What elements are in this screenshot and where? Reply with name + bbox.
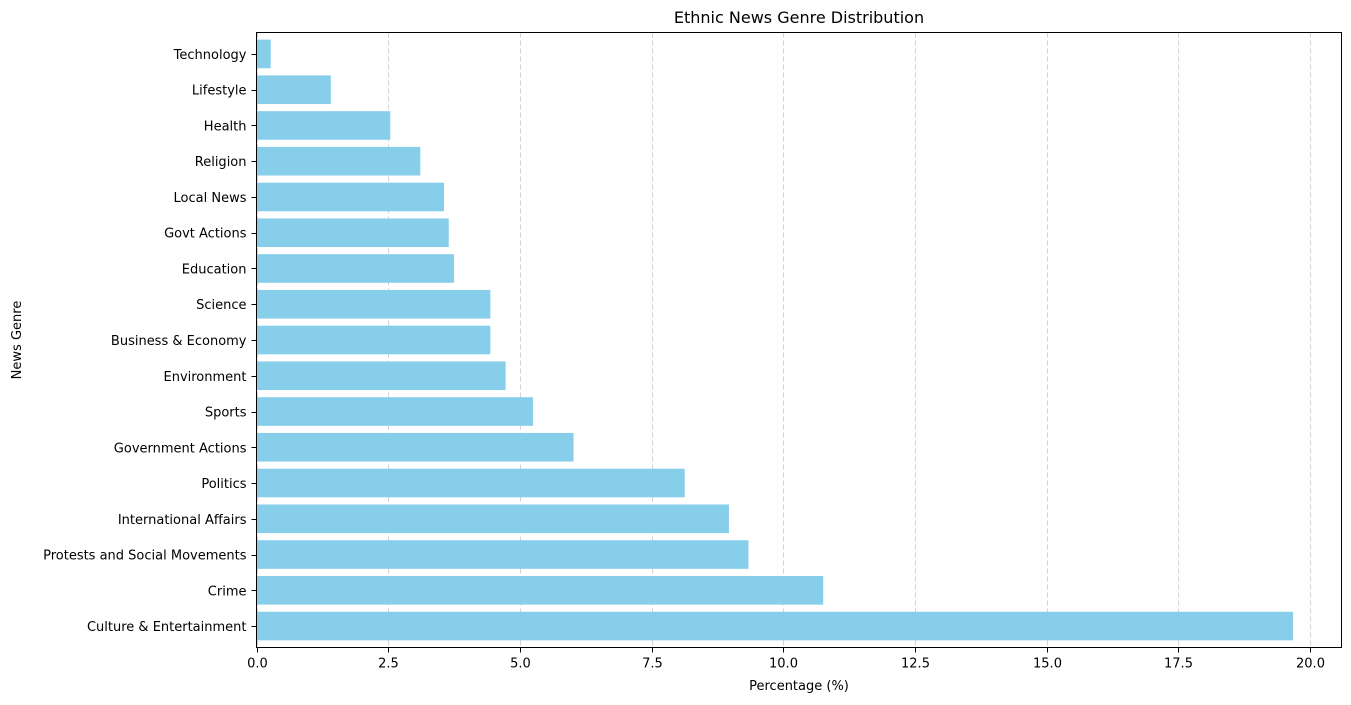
bar (256, 254, 455, 283)
y-tick-label: Protests and Social Movements (43, 549, 247, 564)
bar (256, 432, 574, 462)
bar (256, 611, 1294, 641)
bar (256, 75, 331, 105)
bar (256, 289, 491, 319)
bar (256, 468, 685, 498)
y-tick-label: Crime (208, 584, 247, 599)
x-tick-label: 10.0 (769, 657, 798, 672)
bar (256, 397, 534, 426)
y-axis-ticks: Culture & Entertainment Crime Protests and… (43, 48, 257, 635)
x-tick-label: 7.5 (642, 657, 663, 672)
y-tick-label: Govt Actions (164, 227, 247, 242)
y-tick-label: Environment (163, 370, 246, 385)
x-tick-label: 17.5 (1164, 657, 1193, 672)
y-tick-label: Religion (195, 155, 247, 170)
bar (256, 575, 824, 605)
x-axis-ticks: 0.0 2.5 5.0 7.5 10.0 12.5 15.0 17.5 20.0 (247, 647, 1325, 672)
bar (256, 218, 449, 248)
bar (256, 325, 491, 355)
y-axis-label: News Genre (10, 301, 25, 380)
bars (256, 39, 1294, 641)
y-tick-label: Technology (173, 48, 247, 63)
y-tick-label: Government Actions (114, 441, 247, 456)
bar (256, 540, 749, 569)
y-tick-label: Sports (205, 406, 247, 421)
y-tick-label: Health (204, 119, 247, 134)
x-tick-label: 20.0 (1296, 657, 1325, 672)
bar (256, 182, 445, 212)
y-tick-label: Business & Economy (111, 334, 247, 349)
x-tick-label: 2.5 (378, 657, 399, 672)
y-tick-label: Culture & Entertainment (87, 620, 247, 635)
y-tick-label: Local News (174, 191, 247, 206)
bar (256, 361, 506, 391)
x-tick-label: 5.0 (510, 657, 531, 672)
bar (256, 111, 391, 140)
chart-title: Ethnic News Genre Distribution (674, 8, 924, 27)
bar (256, 39, 271, 69)
y-tick-label: Education (182, 262, 247, 277)
y-tick-label: Politics (201, 477, 246, 492)
x-axis-label: Percentage (%) (749, 679, 849, 694)
bar (256, 504, 729, 534)
y-tick-label: International Affairs (118, 513, 247, 528)
x-tick-label: 15.0 (1033, 657, 1062, 672)
y-tick-label: Science (196, 298, 246, 313)
y-tick-label: Lifestyle (192, 84, 247, 99)
x-tick-label: 0.0 (247, 657, 268, 672)
x-tick-label: 12.5 (901, 657, 930, 672)
bar (256, 146, 421, 176)
